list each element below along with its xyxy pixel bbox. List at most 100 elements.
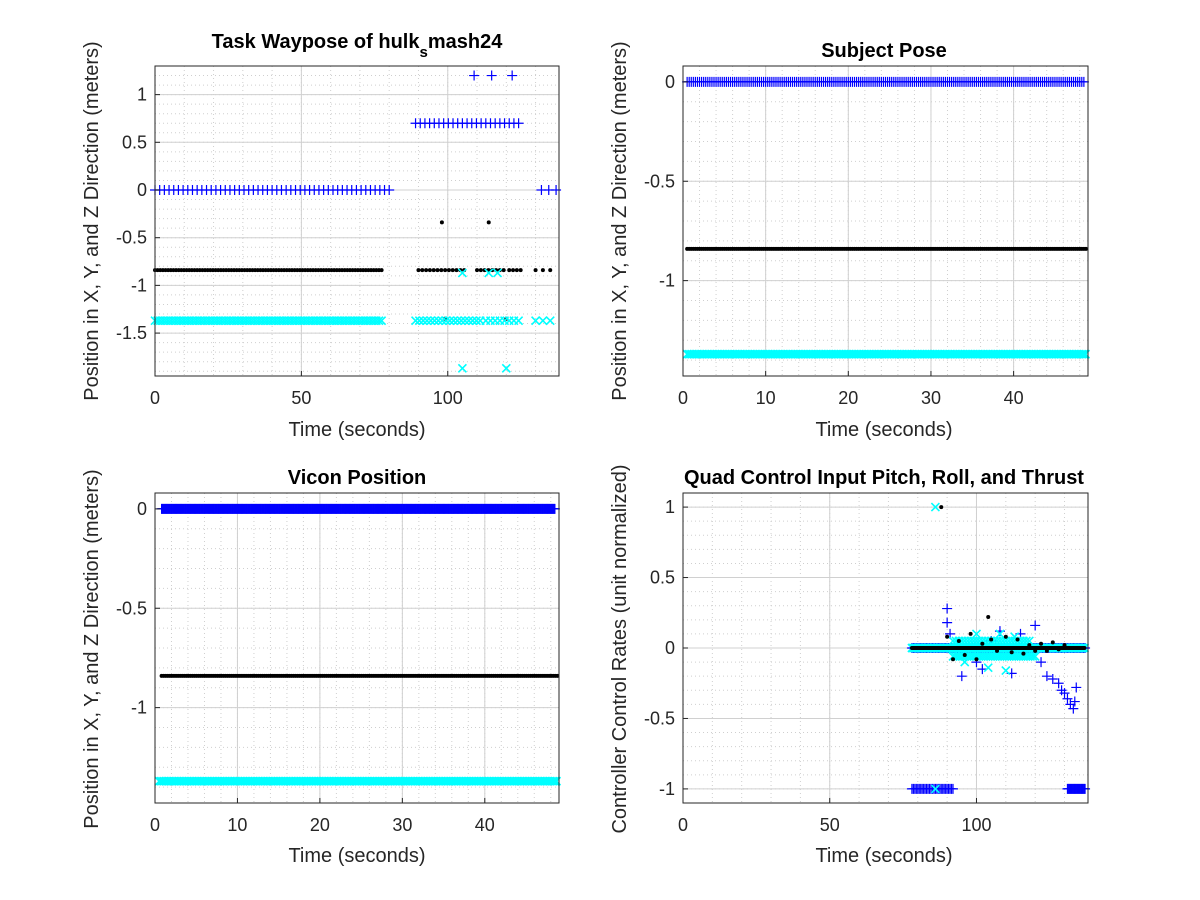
data-point-dot xyxy=(1027,643,1032,648)
data-point-plus xyxy=(486,70,497,81)
x-tick-label: 40 xyxy=(475,815,495,835)
x-tick-label: 10 xyxy=(227,815,247,835)
data-point-dot xyxy=(439,220,444,225)
data-point-cross xyxy=(1028,651,1038,662)
y-tick-label: 0 xyxy=(665,638,675,658)
data-point-dot xyxy=(974,657,979,662)
data-point-cross xyxy=(449,316,459,326)
data-point-cross xyxy=(930,502,940,512)
x-tick-label: 40 xyxy=(1004,388,1024,408)
y-axis-label-task-waypose: Position in X, Y, and Z Direction (meter… xyxy=(81,41,103,400)
data-point-plus xyxy=(513,118,524,129)
data-point-plus xyxy=(1053,678,1064,689)
y-tick-label: 0.5 xyxy=(122,132,147,152)
data-point-dot xyxy=(443,268,448,273)
data-point-cross xyxy=(377,316,387,326)
data-point-plus xyxy=(549,503,560,514)
y-tick-label: 0 xyxy=(137,180,147,200)
data-point-cross xyxy=(471,316,482,326)
data-point-cross xyxy=(457,268,467,278)
chart-panel-subject-pose: Subject Pose Time (seconds) Position in … xyxy=(609,40,1091,441)
data-point-plus xyxy=(1068,703,1079,714)
x-tick-label: 50 xyxy=(291,388,311,408)
y-tick-label: 1 xyxy=(137,85,147,105)
y-tick-label: -1 xyxy=(131,275,147,295)
data-point-cross xyxy=(426,316,436,326)
data-point-cross xyxy=(1024,636,1034,646)
data-point-dot xyxy=(1039,641,1044,646)
y-tick-label: -0.5 xyxy=(116,228,147,248)
data-point-dot xyxy=(962,653,967,658)
data-series xyxy=(909,505,1087,662)
y-tick-label: 0 xyxy=(137,499,147,519)
data-point-cross xyxy=(545,316,555,326)
data-point-cross xyxy=(550,776,560,786)
data-point-dot xyxy=(518,268,523,273)
data-point-dot xyxy=(945,634,950,639)
data-point-dot xyxy=(1062,643,1067,648)
data-point-dot xyxy=(439,268,444,273)
data-point-dot xyxy=(1003,634,1008,639)
data-point-cross xyxy=(548,776,558,786)
y-axis-label-vicon-position: Position in X, Y, and Z Direction (meter… xyxy=(81,469,103,828)
data-point-dot xyxy=(1015,637,1020,642)
x-tick-label: 30 xyxy=(392,815,412,835)
chart-title-subject-pose: Subject Pose xyxy=(821,40,947,62)
data-point-cross xyxy=(460,316,470,326)
data-point-plus xyxy=(1069,696,1080,707)
data-point-cross xyxy=(501,363,511,373)
data-point-cross xyxy=(414,316,424,326)
data-point-plus xyxy=(1071,682,1082,693)
data-point-cross xyxy=(422,316,432,326)
data-point-cross xyxy=(484,268,494,278)
x-tick-label: 0 xyxy=(678,815,688,835)
data-point-dot xyxy=(1050,640,1055,645)
y-tick-label: -1 xyxy=(131,698,147,718)
data-point-cross xyxy=(1030,651,1040,662)
x-tick-label: 100 xyxy=(961,815,991,835)
data-point-cross xyxy=(1077,349,1087,359)
data-point-cross xyxy=(1079,349,1089,359)
data-point-plus xyxy=(956,671,967,682)
data-point-cross xyxy=(960,657,970,667)
data-point-dot xyxy=(511,268,516,273)
data-point-dot xyxy=(951,657,955,662)
data-point-cross xyxy=(468,316,478,326)
data-point-dot xyxy=(431,268,436,273)
data-point-plus xyxy=(942,603,953,614)
data-point-dot xyxy=(424,268,429,273)
data-point-dot xyxy=(446,268,451,273)
data-point-dot xyxy=(989,637,994,642)
data-point-plus xyxy=(384,185,395,195)
data-point-dot xyxy=(475,268,480,273)
data-point-cross xyxy=(433,316,443,326)
data-point-dot xyxy=(435,268,440,273)
y-axis-label-quad-control-input: Controller Control Rates (unit normalize… xyxy=(609,464,631,833)
data-point-cross xyxy=(430,316,440,326)
chart-panel-vicon-position: Vicon Position Time (seconds) Position i… xyxy=(81,467,562,867)
x-tick-label: 30 xyxy=(921,388,941,408)
chart-title-vicon-position: Vicon Position xyxy=(288,467,427,489)
data-point-cross xyxy=(437,316,447,326)
y-axis-label-subject-pose: Position in X, Y, and Z Direction (meter… xyxy=(609,41,631,400)
y-tick-label: -1 xyxy=(659,779,675,799)
data-series xyxy=(159,673,560,678)
data-series xyxy=(682,76,1089,87)
data-point-plus xyxy=(1030,620,1041,631)
data-point-cross xyxy=(930,784,940,794)
data-point-plus xyxy=(948,783,958,794)
data-point-cross xyxy=(514,316,524,326)
data-point-cross xyxy=(531,316,541,326)
data-point-cross xyxy=(995,629,1005,639)
data-point-cross xyxy=(441,316,451,326)
data-point-dot xyxy=(939,505,944,510)
chart-panel-quad-control-input: Quad Control Input Pitch, Roll, and Thru… xyxy=(609,464,1091,867)
x-tick-label: 20 xyxy=(838,388,858,408)
data-point-plus xyxy=(1047,674,1058,684)
x-tick-label: 100 xyxy=(433,388,463,408)
data-point-cross xyxy=(445,316,455,326)
data-point-dot xyxy=(986,615,991,619)
data-point-dot xyxy=(980,641,985,646)
